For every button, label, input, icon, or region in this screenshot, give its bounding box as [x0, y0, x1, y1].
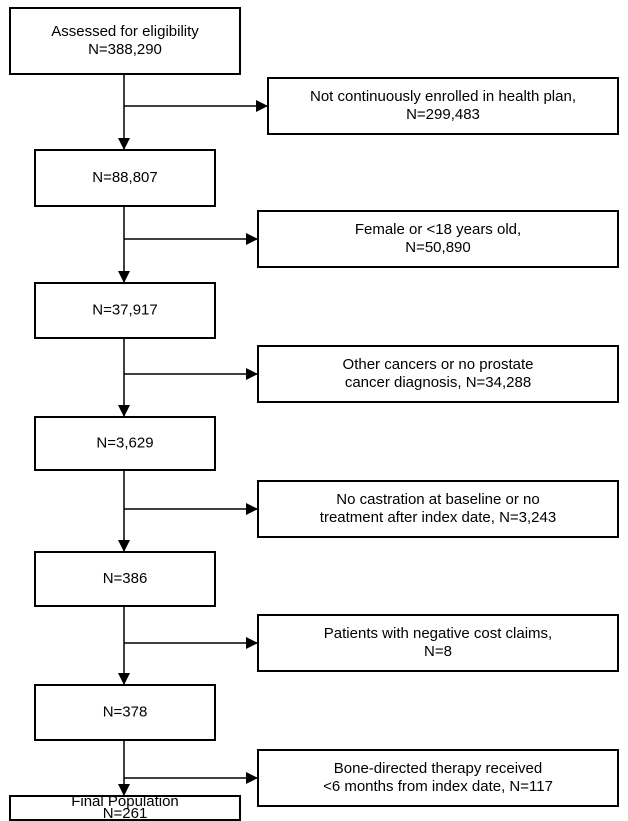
node-box [34, 551, 216, 607]
node-box-text: N=3,629 [96, 434, 153, 451]
exclusion-box-text: N=50,890 [405, 239, 470, 256]
exclusion-box-text: Patients with negative cost claims, [324, 625, 552, 642]
exclusion-box-text: N=299,483 [406, 106, 480, 123]
exclusion-box-text: N=8 [424, 643, 452, 660]
exclusion-box [257, 345, 619, 403]
exclusion-box-text: Other cancers or no prostate [343, 356, 534, 373]
node-box-text: Assessed for eligibility [51, 23, 199, 40]
exclusion-box-text: <6 months from index date, N=117 [323, 778, 553, 795]
node-box [9, 795, 241, 821]
exclusion-box [257, 480, 619, 538]
node-box-text: N=386 [103, 570, 148, 587]
exclusion-box-text: Female or <18 years old, [355, 221, 521, 238]
exclusion-box [267, 77, 619, 135]
node-box [34, 416, 216, 471]
node-box-text: N=388,290 [88, 41, 162, 58]
node-box-text: N=378 [103, 703, 148, 720]
exclusion-box-text: Bone-directed therapy received [334, 760, 542, 777]
exclusion-box-text: No castration at baseline or no [336, 491, 539, 508]
node-box-text: N=37,917 [92, 301, 157, 318]
node-box [9, 7, 241, 75]
exclusion-box [257, 749, 619, 807]
exclusion-box [257, 210, 619, 268]
node-box-text: N=88,807 [92, 169, 157, 186]
node-box [34, 149, 216, 207]
exclusion-box-text: treatment after index date, N=3,243 [320, 509, 556, 526]
node-box [34, 684, 216, 741]
node-box [34, 282, 216, 339]
exclusion-box-text: cancer diagnosis, N=34,288 [345, 374, 531, 391]
node-box-text: N=261 [103, 805, 148, 821]
node-box-text: Final Population [71, 793, 179, 810]
exclusion-box [257, 614, 619, 672]
exclusion-box-text: Not continuously enrolled in health plan… [310, 88, 576, 105]
